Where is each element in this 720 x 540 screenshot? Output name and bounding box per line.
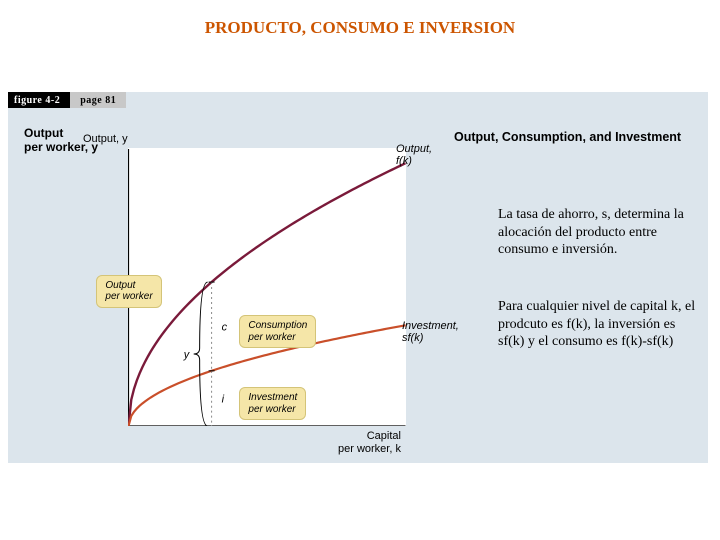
figure-title: Output, Consumption, and Investment: [454, 130, 704, 146]
x-axis-line1: Capital: [367, 430, 401, 442]
explanation-para-2: Para cualquier nivel de capital k, el pr…: [498, 298, 698, 351]
figure-header-bar: figure 4-2 page 81: [8, 92, 708, 108]
x-axis-label: Capital per worker, k: [338, 430, 401, 456]
page-title: PRODUCTO, CONSUMO E INVERSION: [0, 0, 720, 38]
figure-bar-fill: [126, 92, 708, 108]
output-curve-label: Output, f(k): [396, 143, 432, 167]
figure-number-badge: figure 4-2: [8, 92, 70, 109]
callout-investment: Investment per worker: [239, 387, 306, 420]
callout-consumption-line1: Consumption: [248, 320, 307, 331]
explanation-para-1: La tasa de ahorro, s, determina la aloca…: [498, 206, 698, 259]
callout-output-line1: Output: [105, 280, 135, 291]
brace-y-label: y: [183, 349, 191, 361]
chart-area: y c i Output, f(k) Investment, sf(k) Out…: [128, 148, 406, 426]
callout-investment-line1: Investment: [248, 392, 297, 403]
chart-svg: y c i: [128, 149, 406, 426]
callout-consumption: Consumption per worker: [239, 315, 316, 348]
callout-output: Output per worker: [96, 275, 161, 308]
callout-investment-line2: per worker: [248, 404, 295, 415]
figure-body: Output per worker, y Output, y y c i: [8, 108, 708, 463]
y-axis-outer-line1: Output: [24, 126, 63, 140]
investment-curve-label: Investment, sf(k): [402, 320, 459, 344]
callout-consumption-line2: per worker: [248, 332, 295, 343]
brace-c-label: c: [222, 321, 228, 333]
brace-i-label: i: [222, 393, 225, 405]
callout-output-line2: per worker: [105, 291, 152, 302]
brace-y: [194, 282, 208, 426]
y-axis-inner-label: Output, y: [83, 133, 128, 145]
figure-page-badge: page 81: [70, 92, 126, 109]
x-axis-line2: per worker, k: [338, 443, 401, 455]
